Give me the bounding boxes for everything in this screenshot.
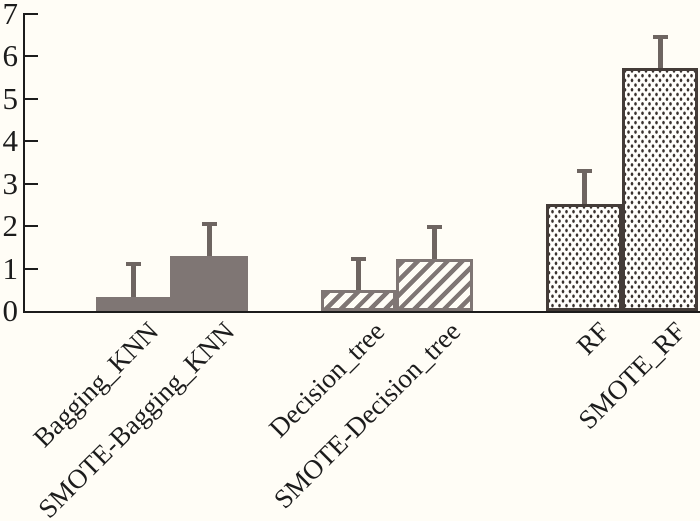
y-tick-label: 2 [2,208,19,244]
y-axis-tick [25,12,38,15]
y-tick-label: 6 [2,38,19,74]
bar-smote-bagging_knn [170,255,248,311]
error-bar-cap [427,225,442,230]
error-bar-line [581,168,587,204]
bar-rf [546,203,622,311]
error-bar-line [432,225,437,260]
y-axis-tick [25,140,38,143]
error-bar-cap [652,35,668,40]
bar-bagging_knn [96,297,170,311]
error-bar-cap [576,168,592,173]
bar-smote_rf [622,68,698,311]
bar-smote-decision_tree [396,259,473,311]
y-tick-label: 4 [2,123,19,159]
y-axis-tick [25,55,38,58]
y-axis-tick [25,267,38,270]
y-tick-label: 0 [2,293,19,328]
y-axis-tick [25,97,38,100]
y-axis-line [23,13,25,313]
error-bar-cap [201,221,217,226]
error-bar-line [356,256,361,290]
y-axis-tick [25,182,38,185]
bar-decision_tree [321,289,396,311]
error-bar-cap [351,256,366,261]
y-tick-label: 7 [2,0,19,31]
y-tick-label: 1 [2,250,19,286]
error-bar-line [657,35,663,69]
error-bar-line [130,261,136,298]
error-bar-line [206,221,212,256]
y-axis-tick [25,225,38,228]
x-axis-line [23,311,700,313]
y-tick-label: 3 [2,165,19,201]
error-bar-cap [125,261,141,266]
y-tick-label: 5 [2,80,19,116]
